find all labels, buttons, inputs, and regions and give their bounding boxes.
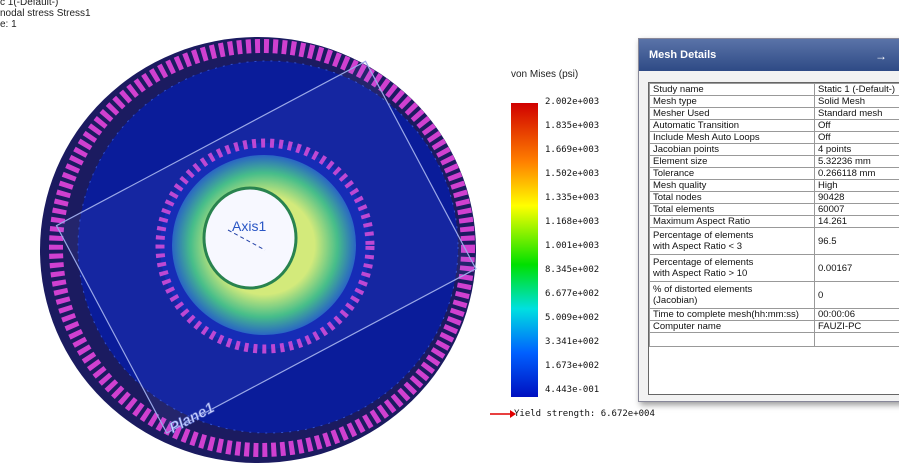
row-label: % of distorted elements (Jacobian) <box>650 282 815 309</box>
row-value: 4 points <box>815 144 899 156</box>
row-value: Static 1 (-Default-) <box>815 84 899 96</box>
row-label: Time to complete mesh(hh:mm:ss) <box>650 309 815 321</box>
row-value: 0.266118 mm <box>815 168 899 180</box>
empty-row <box>650 333 899 347</box>
row-label: Percentage of elements with Aspect Ratio… <box>650 255 815 282</box>
row-value: 14.261 <box>815 216 899 228</box>
header-line: nodal stress Stress1 <box>0 8 91 19</box>
yield-strength: Yield strength: 6.672e+004 <box>514 409 655 419</box>
pin-button[interactable]: → <box>875 49 887 63</box>
legend-label: 3.341e+002 <box>545 337 599 347</box>
row-value: Off <box>815 120 899 132</box>
row-value: 00:00:06 <box>815 309 899 321</box>
legend-label: 1.001e+003 <box>545 241 599 251</box>
header-line: e: 1 <box>0 19 17 30</box>
row-label: Jacobian points <box>650 144 815 156</box>
row-label: Total nodes <box>650 192 815 204</box>
legend-label: 6.677e+002 <box>545 289 599 299</box>
row-value: 90428 <box>815 192 899 204</box>
row-value: 0 <box>815 282 899 309</box>
row-value: Solid Mesh <box>815 96 899 108</box>
row-label: Mesh type <box>650 96 815 108</box>
legend-title: von Mises (psi) <box>511 69 578 80</box>
header-line: c 1(-Default-) <box>0 0 58 8</box>
details-row: Percentage of elements with Aspect Ratio… <box>650 228 899 255</box>
empty-cell <box>650 333 815 347</box>
row-label: Mesh quality <box>650 180 815 192</box>
legend-label: 4.443e-001 <box>545 385 599 395</box>
row-value: 60007 <box>815 204 899 216</box>
row-value: High <box>815 180 899 192</box>
row-value: Off <box>815 132 899 144</box>
row-label: Tolerance <box>650 168 815 180</box>
empty-cell <box>815 333 899 347</box>
legend-label: 1.168e+003 <box>545 217 599 227</box>
legend-label: 1.835e+003 <box>545 121 599 131</box>
row-value: Standard mesh <box>815 108 899 120</box>
details-row: % of distorted elements (Jacobian)0 <box>650 282 899 309</box>
row-label: Automatic Transition <box>650 120 815 132</box>
legend-label: 5.009e+002 <box>545 313 599 323</box>
legend-label: 8.345e+002 <box>545 265 599 275</box>
legend-bar <box>511 103 538 397</box>
details-row: Percentage of elements with Aspect Ratio… <box>650 255 899 282</box>
row-value: 0.00167 <box>815 255 899 282</box>
row-label: Percentage of elements with Aspect Ratio… <box>650 228 815 255</box>
page: Axis1 Plane1 c 1(-Default-)nodal stress … <box>0 0 899 468</box>
legend-label: 1.673e+002 <box>545 361 599 371</box>
row-label: Computer name <box>650 321 815 333</box>
row-label: Maximum Aspect Ratio <box>650 216 815 228</box>
panel-title: Mesh Details <box>639 39 899 71</box>
row-label: Element size <box>650 156 815 168</box>
legend-label: 1.502e+003 <box>545 169 599 179</box>
row-label: Include Mesh Auto Loops <box>650 132 815 144</box>
legend-label: 1.335e+003 <box>545 193 599 203</box>
row-label: Mesher Used <box>650 108 815 120</box>
row-label: Study name <box>650 84 815 96</box>
details-row: Time to complete mesh(hh:mm:ss)00:00:06 <box>650 309 899 321</box>
row-value: FAUZI-PC <box>815 321 899 333</box>
row-label: Total elements <box>650 204 815 216</box>
row-value: 5.32236 mm <box>815 156 899 168</box>
legend-label: 2.002e+003 <box>545 97 599 107</box>
row-value: 96.5 <box>815 228 899 255</box>
legend-label: 1.669e+003 <box>545 145 599 155</box>
